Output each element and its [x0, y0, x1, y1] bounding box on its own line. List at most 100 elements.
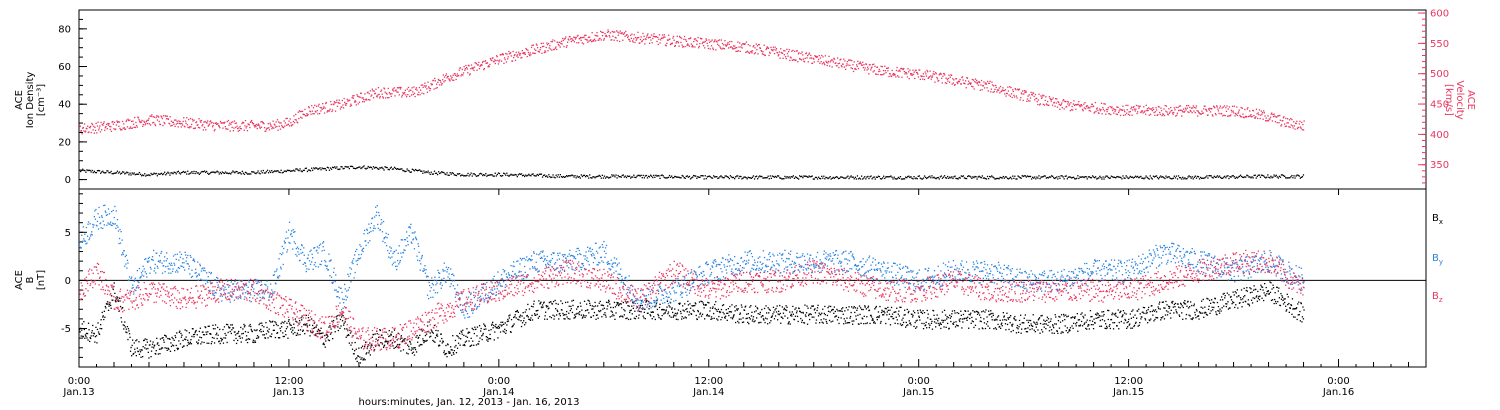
bx-series-point — [925, 321, 927, 323]
velocity-series-point — [495, 59, 497, 62]
bx-series-point — [306, 323, 308, 325]
velocity-series-point — [297, 122, 299, 124]
velocity-series-point — [1092, 105, 1095, 107]
velocity-series-point — [994, 88, 996, 91]
bx-series-point — [916, 319, 918, 321]
velocity-series-point — [922, 78, 924, 80]
velocity-series-point — [926, 69, 928, 72]
bx-series-point — [430, 335, 432, 337]
velocity-series-point — [1042, 94, 1044, 96]
density-series-point — [1116, 176, 1118, 178]
velocity-series-point — [1296, 128, 1299, 130]
bx-series-point — [509, 314, 511, 316]
velocity-series-point — [599, 37, 601, 40]
density-series-point — [623, 176, 625, 178]
velocity-series-point — [1294, 128, 1296, 130]
bx-series-point — [632, 302, 634, 304]
velocity-series-point — [625, 34, 628, 36]
bx-series-point — [161, 347, 164, 349]
velocity-series-point — [622, 39, 624, 41]
bx-series-point — [510, 331, 512, 333]
velocity-series-point — [346, 102, 348, 105]
velocity-series-point — [642, 32, 644, 35]
density-series-point — [260, 170, 262, 172]
density-series-point — [1041, 176, 1043, 178]
velocity-series-point — [1153, 111, 1155, 114]
velocity-series-point — [796, 50, 798, 52]
bx-series-point — [756, 307, 758, 309]
velocity-series-point — [343, 97, 345, 100]
velocity-series-point — [175, 123, 177, 125]
density-series-point — [971, 177, 973, 179]
velocity-series-point — [418, 91, 420, 93]
bx-series-point — [172, 345, 175, 347]
bx-series-point — [180, 336, 183, 338]
density-series-point — [875, 176, 877, 178]
velocity-series-point — [390, 93, 392, 95]
density-series-point — [160, 172, 163, 174]
velocity-series-point — [1182, 111, 1184, 113]
bx-series-point — [254, 341, 257, 343]
velocity-series-point — [580, 39, 582, 41]
density-series-point — [151, 173, 153, 176]
bx-series-point — [220, 340, 222, 342]
density-series-point — [650, 174, 652, 176]
velocity-series-point — [613, 39, 615, 41]
bx-series-point — [206, 333, 208, 335]
bx-series-point — [688, 311, 691, 313]
bx-series-point — [759, 311, 761, 314]
velocity-series-point — [861, 64, 863, 66]
density-series-point — [482, 174, 484, 177]
bx-series-point — [281, 321, 283, 323]
bx-series-point — [504, 328, 506, 330]
velocity-series-point — [745, 51, 747, 53]
bx-series-point — [692, 309, 694, 311]
velocity-series-point — [176, 120, 178, 122]
bx-series-point — [533, 300, 535, 302]
velocity-series-point — [317, 105, 320, 107]
velocity-series-point — [1023, 90, 1025, 92]
velocity-series-point — [798, 52, 800, 54]
velocity-series-point — [757, 53, 759, 55]
density-series-point — [255, 172, 257, 175]
velocity-series-point — [1106, 110, 1108, 113]
velocity-series-point — [893, 74, 895, 76]
velocity-series-point — [475, 62, 477, 64]
bx-series-point — [96, 342, 98, 344]
velocity-series-point — [813, 61, 815, 63]
velocity-series-point — [1152, 108, 1155, 111]
velocity-series-point — [882, 74, 884, 76]
density-series-point — [1020, 177, 1022, 179]
bx-series-point — [581, 309, 583, 311]
bx-series-point — [574, 316, 576, 319]
velocity-series-point — [596, 32, 598, 34]
bx-series-point — [106, 301, 109, 303]
bx-series-point — [363, 357, 365, 360]
bx-series-point — [528, 308, 531, 310]
bx-series-point — [674, 308, 676, 310]
bx-series-point — [443, 350, 445, 352]
velocity-series-point — [142, 123, 144, 126]
velocity-series-point — [815, 56, 817, 58]
bx-series-point — [540, 301, 542, 303]
bx-series-point — [931, 320, 933, 323]
velocity-series-point — [352, 97, 354, 99]
bx-series-point — [383, 345, 385, 347]
bx-series-point — [545, 305, 547, 307]
velocity-series-point — [843, 66, 845, 68]
bx-series-point — [123, 324, 125, 327]
density-series-point — [614, 176, 616, 178]
top-right-tick-label: 500 — [1430, 69, 1449, 80]
density-series-point — [1034, 176, 1036, 178]
bx-series-point — [829, 311, 831, 313]
bx-series-point — [326, 337, 328, 339]
velocity-series-point — [995, 84, 997, 87]
velocity-series-point — [644, 38, 646, 40]
velocity-series-point — [1203, 108, 1205, 110]
velocity-series-point — [320, 110, 322, 112]
bx-series-point — [292, 333, 294, 335]
density-series-point — [81, 169, 83, 172]
velocity-series-point — [685, 39, 687, 41]
density-series-point — [210, 171, 212, 174]
bx-series-point — [773, 318, 776, 320]
